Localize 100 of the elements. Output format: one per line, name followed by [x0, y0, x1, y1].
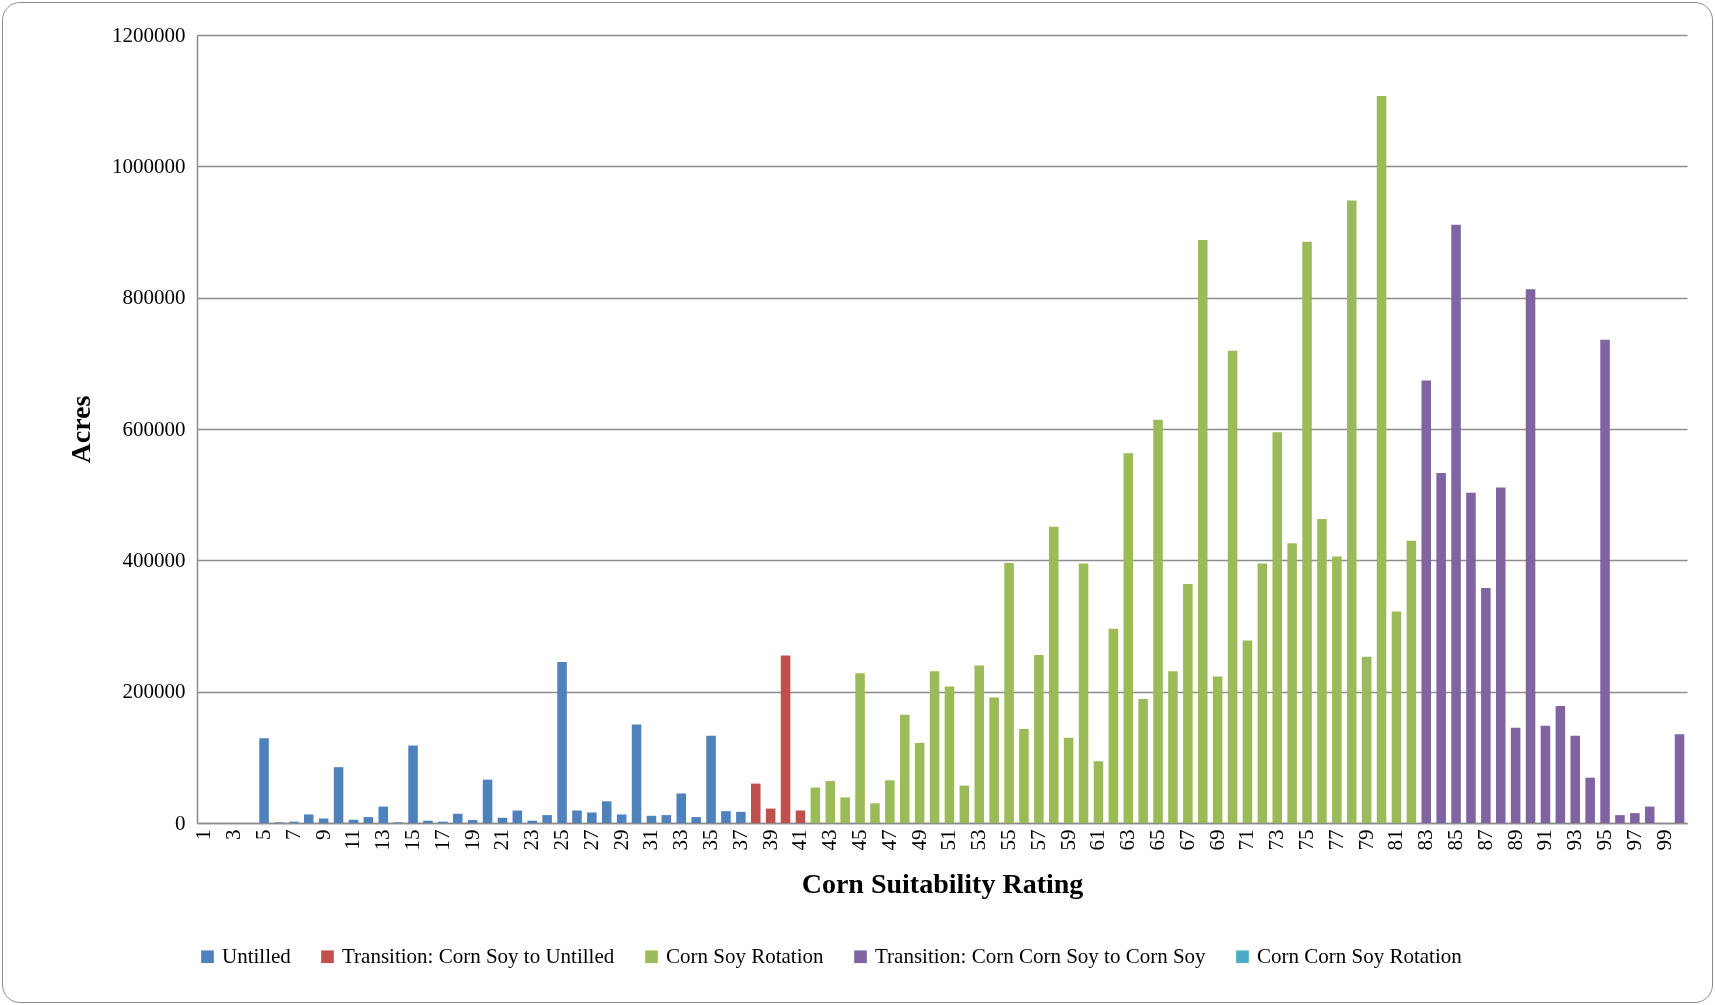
x-tick-label: 25: [549, 829, 574, 851]
bar: [1391, 611, 1402, 823]
y-tick-label: 1000000: [112, 153, 186, 178]
bar: [646, 815, 657, 823]
bar: [601, 801, 612, 823]
bar: [1376, 96, 1387, 823]
legend-label: Transition: Corn Soy to Untilled: [342, 943, 615, 968]
bar: [1555, 706, 1566, 823]
bar: [423, 820, 433, 823]
x-tick-label: 81: [1383, 829, 1408, 851]
bar: [661, 815, 672, 823]
x-tick-label: 95: [1592, 829, 1617, 851]
bar: [750, 783, 761, 823]
bar: [721, 811, 731, 823]
bar: [914, 742, 925, 823]
y-tick-label: 0: [175, 810, 186, 835]
bar: [616, 814, 627, 823]
x-tick-label: 9: [310, 829, 335, 840]
bar: [1481, 587, 1491, 823]
x-axis-title: Corn Suitability Rating: [801, 867, 1084, 899]
bar: [974, 665, 985, 823]
bar: [899, 714, 910, 823]
x-tick-label: 35: [698, 829, 723, 851]
x-tick-label: 13: [370, 829, 395, 851]
x-tick-label: 83: [1413, 829, 1438, 851]
x-tick-label: 73: [1264, 829, 1289, 851]
bar: [527, 820, 538, 823]
x-tick-label: 57: [1025, 829, 1050, 851]
x-tick-label: 33: [668, 829, 693, 851]
bar: [870, 803, 880, 823]
bar: [1212, 676, 1223, 823]
legend-label: Untilled: [222, 943, 292, 968]
bar: [1242, 640, 1253, 823]
x-tick-label: 51: [936, 829, 961, 851]
x-tick-label: 93: [1562, 829, 1587, 851]
bar: [1004, 562, 1014, 823]
bar: [1227, 350, 1238, 823]
bar: [676, 793, 687, 823]
bar: [1540, 725, 1551, 823]
bar: [825, 780, 836, 823]
bar: [408, 745, 418, 823]
legend-label: Corn Corn Soy Rotation: [1257, 943, 1463, 968]
x-tick-label: 41: [787, 829, 812, 851]
bar: [1138, 698, 1148, 823]
bar: [1615, 815, 1625, 823]
x-tick-label: 23: [519, 829, 544, 851]
bar: [736, 811, 746, 823]
x-tick-label: 99: [1651, 829, 1676, 851]
bar: [1436, 473, 1446, 823]
bar: [929, 671, 940, 823]
x-tick-label: 27: [578, 829, 603, 851]
bar: [959, 785, 970, 823]
legend-label: Corn Soy Rotation: [666, 943, 825, 968]
x-tick-label: 15: [400, 829, 425, 851]
bar: [452, 813, 463, 823]
bar: [944, 686, 955, 823]
x-tick-label: 39: [757, 829, 782, 851]
bar: [1123, 453, 1134, 823]
bar: [885, 780, 895, 823]
bar: [318, 818, 329, 823]
bar: [1644, 806, 1655, 823]
bar: [1570, 735, 1581, 823]
bar: [989, 697, 999, 823]
x-tick-label: 67: [1174, 829, 1199, 851]
x-tick-label: 3: [221, 829, 246, 840]
x-tick-label: 29: [608, 829, 633, 851]
bar: [497, 817, 508, 823]
bar: [1361, 656, 1372, 823]
bar: [1168, 671, 1178, 823]
bar: [1421, 380, 1432, 823]
bar: [1495, 487, 1506, 823]
bar: [1108, 628, 1119, 823]
bar: [1525, 289, 1536, 823]
x-tick-label: 43: [817, 829, 842, 851]
bar: [706, 735, 716, 823]
bar: [259, 738, 269, 823]
bar: [1197, 239, 1208, 823]
bar: [1034, 654, 1044, 823]
bar: [1287, 543, 1297, 823]
bar: [1063, 737, 1074, 823]
x-tick-label: 53: [966, 829, 991, 851]
x-tick-label: 21: [489, 829, 514, 851]
bar: [363, 817, 374, 823]
bar: [1093, 761, 1104, 823]
y-tick-label: 400000: [122, 547, 186, 572]
bar: [1674, 734, 1685, 823]
x-tick-label: 69: [1204, 829, 1229, 851]
bar: [512, 810, 523, 823]
bar: [855, 673, 865, 823]
x-tick-label: 97: [1621, 829, 1646, 851]
x-tick-label: 59: [1055, 829, 1080, 851]
bar: [1272, 432, 1283, 823]
x-tick-label: 71: [1234, 829, 1259, 851]
bar: [1630, 813, 1640, 823]
x-tick-label: 55: [996, 829, 1021, 851]
x-tick-label: 63: [1115, 829, 1140, 851]
x-tick-label: 19: [459, 829, 484, 851]
bar: [1183, 583, 1193, 823]
y-tick-label: 1200000: [112, 22, 186, 47]
x-tick-label: 45: [847, 829, 872, 851]
